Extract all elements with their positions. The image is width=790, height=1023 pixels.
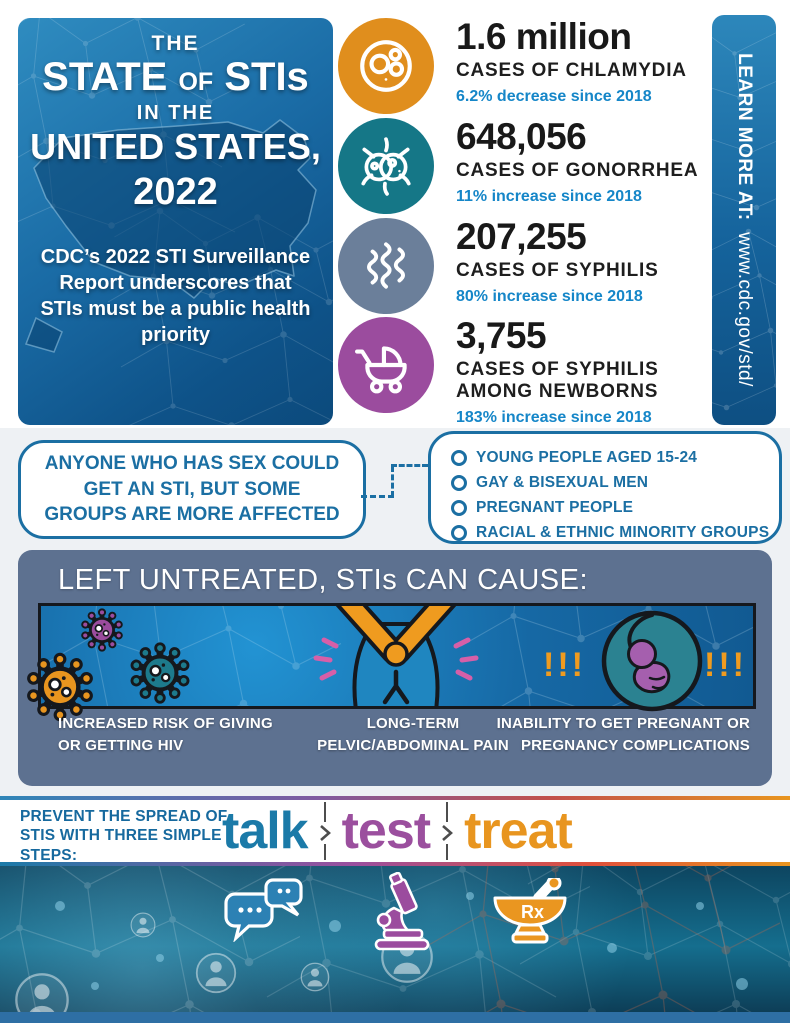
avatar <box>195 952 237 994</box>
chlamydia-cell-icon <box>338 18 434 114</box>
step-treat: treat <box>464 802 573 860</box>
circle-bullet-icon <box>451 449 467 466</box>
hero-in-the: IN THE <box>136 102 215 124</box>
stat-value: 648,056 <box>456 116 587 157</box>
stat-row: 648,056 CASES OF GONORRHEA 11% increase … <box>338 116 780 216</box>
connector-dash <box>391 464 428 467</box>
stat-row: 207,255 CASES OF SYPHILIS 80% increase s… <box>338 216 780 316</box>
stat-text: 207,255 CASES OF SYPHILIS 80% increase s… <box>456 216 776 306</box>
chevron-separator-icon <box>319 802 331 860</box>
consequence-label: INCREASED RISK OF GIVING OR GETTING HIV <box>58 715 273 754</box>
rx-label: Rx <box>521 902 544 922</box>
group-label: RACIAL & ETHNIC MINORITY GROUPS <box>476 523 770 541</box>
learn-more-text: LEARN MORE AT: www.cdc.gov/std/ <box>712 15 776 425</box>
hero-kicker: THE <box>151 32 200 55</box>
network-dots <box>55 892 748 990</box>
stat-row: 1.6 million CASES OF CHLAMYDIA 6.2% decr… <box>338 16 780 116</box>
stat-trend: 80% increase since 2018 <box>456 287 643 305</box>
hero-title-stis: STIs <box>224 55 309 99</box>
group-label: GAY & BISEXUAL MEN <box>476 473 649 491</box>
hero-united-states: UNITED STATES, <box>30 126 321 167</box>
consequence-label: INABILITY TO GET PREGNANT OR PREGNANCY C… <box>496 715 750 754</box>
footer: Rx CDC Centers for Disease Control and P… <box>0 866 790 1012</box>
us-map-network-art <box>18 18 333 425</box>
list-item: GAY & BISEXUAL MEN <box>451 470 779 495</box>
affected-groups-box: YOUNG PEOPLE AGED 15-24 GAY & BISEXUAL M… <box>428 431 782 544</box>
stat-row: 3,755 CASES OF SYPHILIS AMONG NEWBORNS 1… <box>338 316 780 426</box>
learn-more-prefix: LEARN MORE AT: <box>734 53 755 221</box>
circle-bullet-icon <box>451 474 467 491</box>
hero-title-line: STATE OF STIs <box>18 56 333 98</box>
list-item: RACIAL & ETHNIC MINORITY GROUPS <box>451 520 779 545</box>
stat-value: 3,755 <box>456 315 547 356</box>
stat-label: CASES OF SYPHILIS <box>456 259 659 281</box>
avatar <box>130 912 156 938</box>
syphilis-spirochete-icon <box>338 218 434 314</box>
learn-more-banner: LEARN MORE AT: www.cdc.gov/std/ <box>712 15 776 425</box>
prevent-band: PREVENT THE SPREAD OF STIS WITH THREE SI… <box>0 796 790 866</box>
hero-panel: THE STATE OF STIs IN THE UNITED STATES, … <box>18 18 333 425</box>
step-talk: talk <box>222 802 309 860</box>
group-label: YOUNG PEOPLE AGED 15-24 <box>476 448 698 466</box>
consequence-label: LONG-TERM PELVIC/ABDOMINAL PAIN <box>317 715 509 754</box>
stat-label: CASES OF SYPHILIS AMONG NEWBORNS <box>456 358 659 402</box>
group-label: PREGNANT PEOPLE <box>476 498 634 516</box>
stat-trend: 6.2% decrease since 2018 <box>456 87 652 105</box>
stat-trend: 183% increase since 2018 <box>456 408 652 426</box>
step-test: test <box>341 802 431 860</box>
stat-value: 207,255 <box>456 216 587 257</box>
bottom-bar <box>0 1012 790 1023</box>
list-item: YOUNG PEOPLE AGED 15-24 <box>451 445 779 470</box>
talk-test-treat: talk test treat <box>222 800 573 862</box>
circle-bullet-icon <box>451 524 467 541</box>
stat-trend: 11% increase since 2018 <box>456 187 642 205</box>
hero-subtitle: CDC’s 2022 STI Surveillance Report under… <box>40 245 311 346</box>
affected-statement: ANYONE WHO HAS SEX COULD GET AN STI, BUT… <box>44 453 340 526</box>
avatar <box>300 962 330 992</box>
pelvic-pain-illustration <box>313 606 479 706</box>
hero-title-state: STATE <box>42 55 168 99</box>
hero-title-of: OF <box>178 68 214 96</box>
gradient-rule <box>0 862 790 866</box>
microscope-icon <box>374 872 430 951</box>
circle-bullet-icon <box>451 499 467 516</box>
stat-text: 648,056 CASES OF GONORRHEA 11% increase … <box>456 116 776 206</box>
list-item: PREGNANT PEOPLE <box>451 495 779 520</box>
hero-year: 2022 <box>133 170 218 213</box>
avatar <box>15 973 69 1012</box>
stat-text: 1.6 million CASES OF CHLAMYDIA 6.2% decr… <box>456 16 776 106</box>
us-map <box>33 119 317 299</box>
baby-carriage-icon <box>338 317 434 413</box>
gradient-rule <box>0 796 790 800</box>
connector-dash <box>391 466 394 497</box>
chevron-separator-icon <box>442 802 454 860</box>
stat-value: 1.6 million <box>456 16 632 57</box>
stat-text: 3,755 CASES OF SYPHILIS AMONG NEWBORNS 1… <box>456 315 708 427</box>
speech-bubbles-icon <box>224 878 303 942</box>
stat-label: CASES OF CHLAMYDIA <box>456 59 687 81</box>
stat-label: CASES OF GONORRHEA <box>456 159 699 181</box>
prevent-intro: PREVENT THE SPREAD OF STIS WITH THREE SI… <box>20 808 228 864</box>
gonorrhea-bacteria-icon <box>338 118 434 214</box>
untreated-panel: LEFT UNTREATED, STIs CAN CAUSE: <box>18 550 772 786</box>
connector-dash <box>361 495 394 498</box>
illustration-strip <box>38 603 756 709</box>
untreated-title: LEFT UNTREATED, STIs CAN CAUSE: <box>58 564 589 596</box>
affected-statement-box: ANYONE WHO HAS SEX COULD GET AN STI, BUT… <box>18 440 366 539</box>
mortar-pestle-rx-icon: Rx <box>493 878 567 944</box>
learn-more-url: www.cdc.gov/std/ <box>734 232 755 387</box>
